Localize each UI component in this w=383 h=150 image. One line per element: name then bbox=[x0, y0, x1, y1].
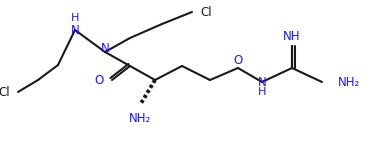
Text: NH₂: NH₂ bbox=[129, 111, 151, 124]
Text: H: H bbox=[71, 13, 79, 23]
Text: N: N bbox=[101, 42, 110, 54]
Text: NH₂: NH₂ bbox=[338, 75, 360, 88]
Text: H: H bbox=[258, 87, 266, 97]
Text: Cl: Cl bbox=[0, 85, 10, 99]
Text: NH: NH bbox=[283, 30, 301, 42]
Text: O: O bbox=[233, 54, 242, 66]
Text: Cl: Cl bbox=[200, 6, 212, 18]
Text: N: N bbox=[258, 75, 266, 88]
Text: N: N bbox=[70, 24, 79, 36]
Text: O: O bbox=[95, 74, 104, 87]
